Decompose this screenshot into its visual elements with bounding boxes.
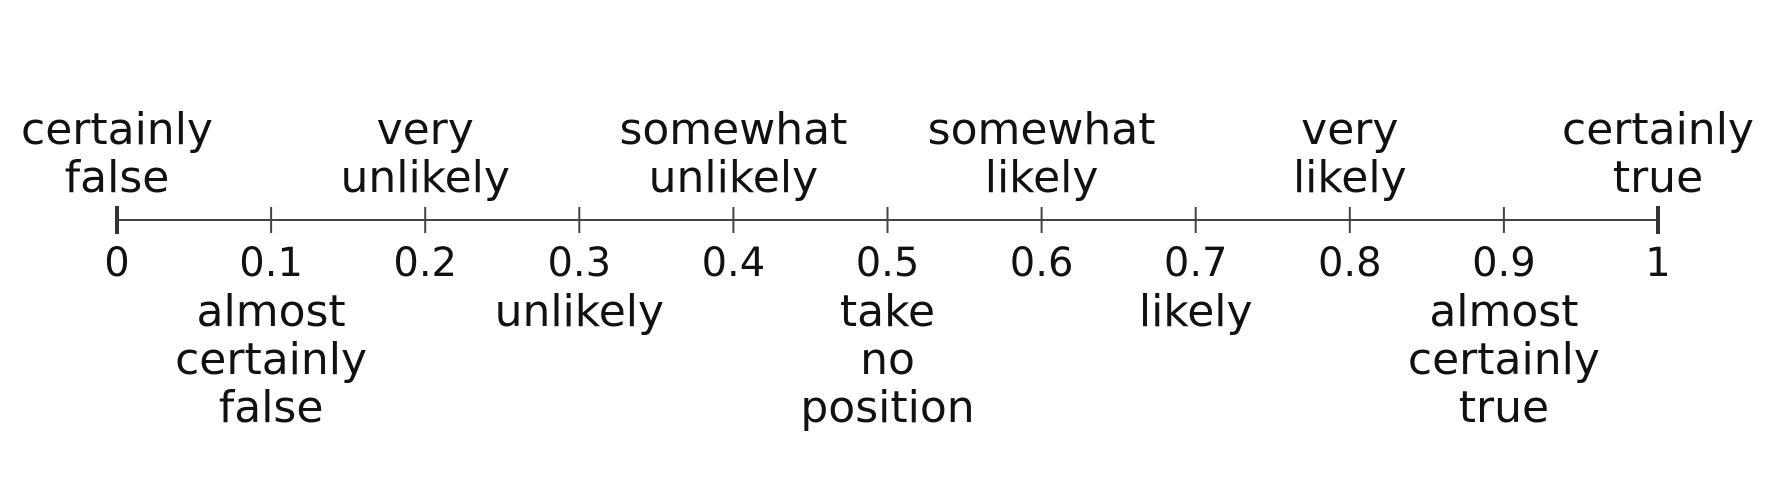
tick-label: 0.7	[1164, 240, 1228, 286]
tick-label: 1	[1645, 240, 1670, 286]
scale-label-below: position	[800, 382, 974, 433]
tick-label: 0.4	[702, 240, 766, 286]
scale-label-above: true	[1613, 152, 1703, 203]
scale-label-above: likely	[1293, 152, 1407, 203]
scale-label-above: somewhat	[619, 104, 847, 155]
upper-label-group: certainlyfalseveryunlikelysomewhatunlike…	[21, 104, 1754, 203]
tick-label: 0.3	[547, 240, 611, 286]
scale-label-above: certainly	[21, 104, 213, 155]
scale-label-below: likely	[1139, 286, 1253, 337]
scale-label-above: very	[1301, 104, 1398, 155]
scale-label-above: false	[65, 152, 170, 203]
scale-label-above: somewhat	[928, 104, 1156, 155]
tick-label: 0.8	[1318, 240, 1382, 286]
scale-label-above: certainly	[1562, 104, 1754, 155]
tick-label: 0	[104, 240, 129, 286]
scale-label-below: take	[840, 286, 935, 337]
scale-label-above: unlikely	[340, 152, 509, 203]
tick-label-group: 0 0.1 0.2 0.3 0.4 0.5 0.6 0.7 0.8 0.9 1	[104, 240, 1670, 286]
scale-label-below: false	[219, 382, 324, 433]
scale-label-above: unlikely	[649, 152, 818, 203]
scale-label-below: true	[1459, 382, 1549, 433]
scale-label-below: no	[860, 334, 915, 385]
tick-label: 0.9	[1472, 240, 1536, 286]
scale-label-below: unlikely	[495, 286, 664, 337]
scale-label-below: certainly	[175, 334, 367, 385]
scale-label-below: certainly	[1408, 334, 1600, 385]
scale-label-above: likely	[985, 152, 1099, 203]
tick-label: 0.6	[1010, 240, 1074, 286]
tick-label: 0.2	[393, 240, 457, 286]
scale-label-below: almost	[1429, 286, 1578, 337]
tick-group	[115, 206, 1660, 234]
tick-label: 0.1	[239, 240, 303, 286]
tick-label: 0.5	[856, 240, 920, 286]
scale-label-below: almost	[197, 286, 346, 337]
scale-label-above: very	[377, 104, 474, 155]
